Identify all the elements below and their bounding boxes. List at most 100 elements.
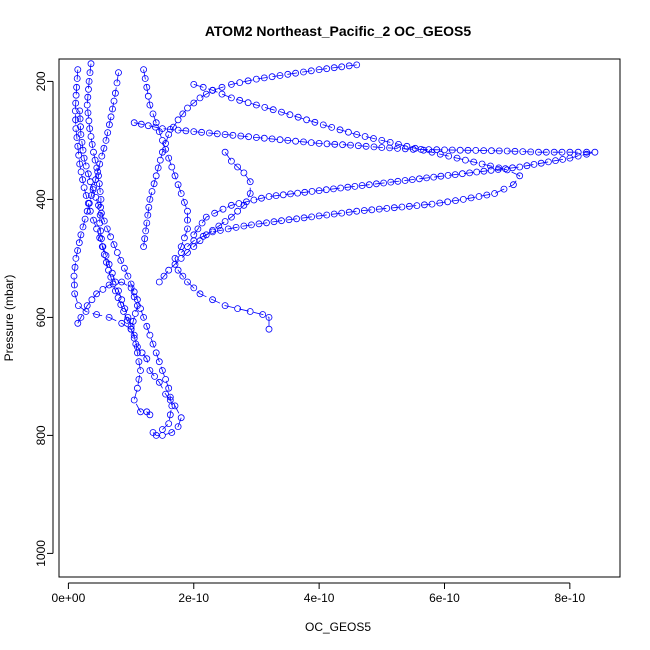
data-point <box>113 79 121 87</box>
data-point <box>174 116 182 124</box>
data-point <box>93 225 100 233</box>
data-point <box>380 179 388 187</box>
data-point <box>118 319 126 327</box>
series-9 <box>155 148 254 286</box>
data-point <box>174 181 182 189</box>
series-3 <box>70 69 141 333</box>
data-point <box>516 172 524 180</box>
data-point <box>245 133 253 141</box>
data-point <box>74 142 82 150</box>
data-point <box>519 148 527 156</box>
axes: 0e+00 2e-10 4e-10 6e-10 8e-10 200 400 600 800 100… <box>34 71 586 605</box>
y-axis-label: Pressure (mbar) <box>2 275 16 362</box>
data-point <box>252 134 260 141</box>
data-point <box>199 232 207 240</box>
data-point <box>323 211 331 219</box>
data-point <box>73 75 81 82</box>
data-point <box>209 296 217 304</box>
data-point <box>169 123 177 131</box>
data-point <box>495 164 503 172</box>
data-point <box>303 116 311 124</box>
data-point <box>158 367 166 374</box>
data-point <box>162 390 170 398</box>
data-point <box>86 69 94 76</box>
series-line <box>79 110 173 430</box>
data-point <box>552 157 559 165</box>
data-point <box>234 163 242 171</box>
data-point <box>146 411 154 419</box>
data-point <box>85 85 92 93</box>
data-point <box>132 340 140 348</box>
data-point <box>278 108 285 116</box>
data-point <box>358 182 366 189</box>
data-point <box>574 152 582 160</box>
data-point <box>118 296 126 304</box>
data-point <box>130 288 138 296</box>
data-point <box>353 207 361 215</box>
data-point <box>166 411 174 419</box>
x-tick-label: 4e-10 <box>304 591 335 605</box>
data-point <box>234 305 242 313</box>
data-point <box>144 92 152 100</box>
data-point <box>265 325 273 333</box>
data-point <box>71 263 79 271</box>
data-point <box>330 64 338 72</box>
data-point <box>133 296 141 304</box>
data-point <box>83 207 91 215</box>
data-point <box>441 146 448 154</box>
y-tick-label: 400 <box>34 189 48 209</box>
data-point <box>246 178 254 186</box>
data-point <box>286 111 294 119</box>
data-point <box>464 146 472 154</box>
data-point <box>96 234 104 242</box>
data-point <box>383 204 391 212</box>
data-point <box>351 182 359 190</box>
data-point <box>72 91 80 99</box>
data-point <box>511 147 519 155</box>
data-point <box>82 162 90 170</box>
data-point <box>180 198 188 206</box>
data-point <box>338 209 346 217</box>
data-point <box>227 213 235 221</box>
series-8 <box>76 107 176 433</box>
data-point <box>190 128 198 136</box>
data-point <box>194 225 202 233</box>
data-point <box>205 129 213 137</box>
data-point <box>456 146 464 154</box>
data-point <box>165 384 173 392</box>
data-point <box>403 142 411 150</box>
data-point <box>184 104 191 112</box>
data-point <box>127 325 135 333</box>
data-point <box>301 188 309 196</box>
x-tick-label: 6e-10 <box>429 591 460 605</box>
data-point <box>495 147 503 155</box>
data-point <box>70 272 78 280</box>
data-point <box>475 193 483 200</box>
data-point <box>221 148 229 156</box>
data-point <box>115 287 122 295</box>
data-point <box>244 99 252 107</box>
data-point <box>353 131 361 138</box>
data-point <box>90 148 97 156</box>
data-point <box>353 61 361 69</box>
data-point <box>523 162 531 170</box>
data-point <box>103 225 111 233</box>
data-point <box>232 223 240 231</box>
y-tick-label: 600 <box>34 307 48 327</box>
data-point <box>261 104 269 111</box>
data-point <box>86 178 94 186</box>
data-point <box>171 260 179 268</box>
data-point <box>146 367 154 374</box>
data-point <box>93 290 100 298</box>
data-point <box>293 215 301 223</box>
data-point <box>311 118 319 126</box>
data-point <box>315 139 323 147</box>
data-point <box>420 146 428 154</box>
data-point <box>129 317 137 325</box>
data-point <box>336 126 344 134</box>
series-line <box>143 69 270 330</box>
data-point <box>237 132 245 140</box>
data-point <box>110 97 118 105</box>
